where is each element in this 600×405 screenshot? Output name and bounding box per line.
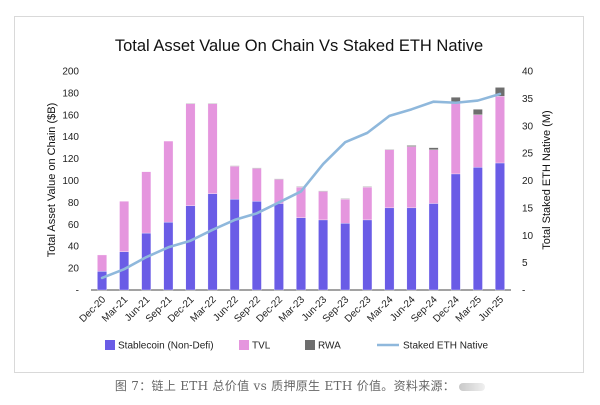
bar-rwa: [207, 103, 218, 104]
bar-tvl: [340, 198, 351, 224]
bar-rwa: [450, 97, 461, 102]
y-tick-label: -: [76, 286, 79, 297]
x-tick-label: Jun-25: [477, 294, 507, 324]
bar-tvl: [495, 96, 505, 164]
bar-stablecoin-non-defi: [340, 223, 351, 291]
bar-tvl: [428, 149, 439, 204]
legend-item: Staked ETH Native: [377, 341, 488, 352]
bar-stablecoin-non-defi: [406, 207, 417, 291]
y-tick-label: 200: [62, 67, 79, 78]
bar-stablecoin-non-defi: [274, 203, 284, 291]
bar-tvl: [163, 140, 174, 223]
legend-swatch: [105, 340, 115, 350]
bar-stablecoin-non-defi: [318, 219, 328, 291]
caption-text: 图 7：链上 ETH 总价值 vs 质押原生 ETH 价值。资料来源：: [114, 379, 456, 393]
legend-label: TVL: [252, 341, 271, 352]
y2-tick-label: 35: [522, 94, 534, 105]
bar-stablecoin-non-defi: [296, 217, 306, 291]
y2-tick-label: 10: [522, 231, 534, 242]
bar-rwa: [229, 165, 240, 167]
figure-caption: 图 7：链上 ETH 总价值 vs 质押原生 ETH 价值。资料来源：: [0, 377, 600, 394]
y2-tick-label: 5: [522, 258, 528, 269]
bar-stablecoin-non-defi: [97, 271, 107, 291]
bar-rwa: [318, 190, 328, 192]
y-tick-label: 160: [62, 110, 79, 121]
y-tick-label: 80: [68, 198, 80, 209]
legend-swatch: [239, 340, 249, 350]
bar-stablecoin-non-defi: [473, 167, 483, 291]
bar-tvl: [141, 171, 152, 234]
bar-rwa: [384, 149, 395, 150]
bar-tvl: [406, 146, 417, 209]
bar-rwa: [362, 186, 373, 188]
bar-tvl: [473, 114, 483, 168]
bar-tvl: [318, 191, 328, 221]
bar-rwa: [274, 178, 284, 180]
bar-rwa: [495, 87, 505, 97]
bar-stablecoin-non-defi: [141, 232, 152, 291]
y2-tick-label: 15: [522, 203, 534, 214]
y2-tick-label: 20: [522, 176, 534, 187]
y-tick-label: 20: [68, 264, 80, 275]
bar-tvl: [384, 149, 395, 209]
y-tick-label: 100: [62, 176, 79, 187]
bar-stablecoin-non-defi: [428, 203, 439, 291]
bar-stablecoin-non-defi: [229, 198, 240, 291]
line-staked-eth-native: [100, 92, 502, 280]
bar-stablecoin-non-defi: [185, 205, 196, 291]
legend-item: RWA: [305, 340, 341, 352]
y-tick-label: 40: [68, 242, 80, 253]
bar-stablecoin-non-defi: [450, 173, 461, 291]
bar-stablecoin-non-defi: [384, 207, 395, 291]
bar-stablecoin-non-defi: [207, 193, 218, 291]
y2-tick-label: 25: [522, 149, 534, 160]
y2-axis-title: Total Staked ETH Native (M): [541, 110, 553, 249]
bar-rwa: [340, 198, 351, 200]
y2-tick-label: 30: [522, 121, 534, 132]
bar-stablecoin-non-defi: [163, 221, 174, 291]
legend-item: Stablecoin (Non-Defi): [105, 340, 214, 352]
y2-tick-label: 40: [522, 67, 534, 78]
bar-stablecoin-non-defi: [362, 219, 373, 291]
y-tick-label: 60: [68, 220, 80, 231]
y-tick-label: 140: [62, 132, 79, 143]
watermark: [459, 382, 486, 391]
bar-tvl: [185, 103, 196, 206]
bar-tvl: [229, 166, 240, 200]
bar-tvl: [450, 101, 461, 175]
y2-tick-label: -: [522, 286, 525, 297]
bar-rwa: [428, 147, 439, 150]
y-tick-label: 180: [62, 88, 79, 99]
legend-item: TVL: [239, 340, 271, 352]
bar-tvl: [251, 168, 262, 202]
bar-rwa: [185, 103, 196, 104]
bar-rwa: [406, 145, 417, 147]
bar-tvl: [97, 254, 107, 272]
chart-panel: Total Asset Value On Chain Vs Staked ETH…: [14, 16, 584, 373]
bar-rwa: [251, 167, 262, 169]
bar-stablecoin-non-defi: [495, 162, 505, 291]
bar-tvl: [119, 201, 129, 252]
y-tick-label: 120: [62, 154, 79, 165]
chart-title: Total Asset Value On Chain Vs Staked ETH…: [115, 37, 483, 55]
plot-area: - 20 40 60 80 100 120 140 160 180 200 - 5 10 15 20 25 30 3…: [62, 67, 533, 325]
chart: Total Asset Value On Chain Vs Staked ETH…: [46, 37, 553, 352]
legend-swatch: [305, 340, 315, 350]
y-axis-title: Total Asset Value on Chain ($B): [46, 103, 58, 258]
legend-label: RWA: [318, 341, 341, 352]
bar-tvl: [207, 103, 218, 194]
legend-label: Stablecoin (Non-Defi): [118, 341, 214, 352]
bar-tvl: [362, 186, 373, 221]
legend: Stablecoin (Non-Defi) TVL RWA Staked ETH Na…: [105, 340, 488, 352]
legend-label: Staked ETH Native: [403, 341, 488, 352]
bar-rwa: [473, 109, 483, 115]
